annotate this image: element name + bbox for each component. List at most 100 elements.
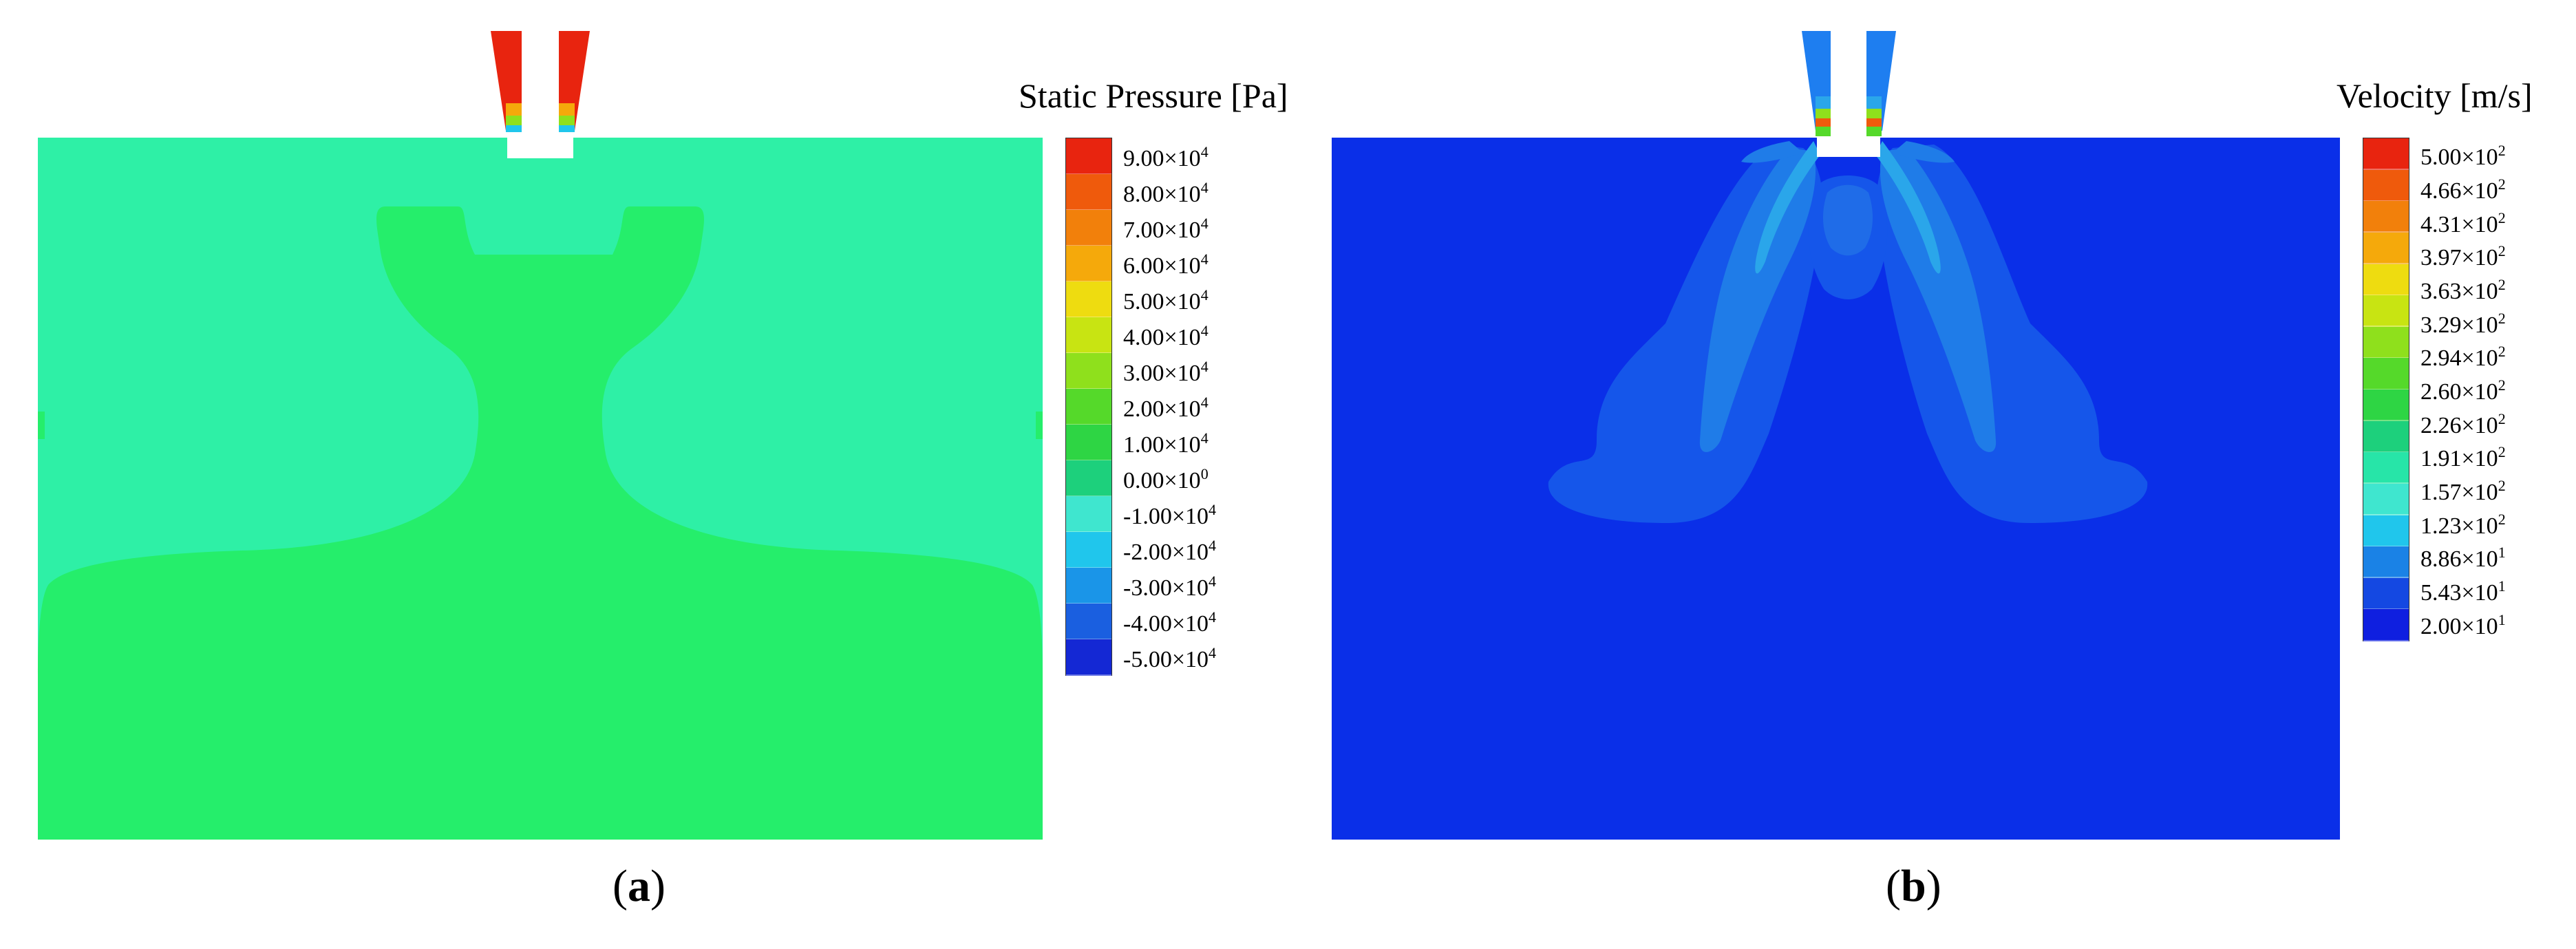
velocity-contour-plot: [1332, 31, 2340, 840]
legend-tick-label: 6.00×104: [1123, 252, 1209, 279]
colorbar-segment: [2363, 609, 2409, 641]
legend-tick-label: 0.00×100: [1123, 467, 1209, 493]
pressure-nozzle-left-grad3: [506, 125, 522, 132]
velocity-nozzle-right-grad1: [1866, 96, 1882, 109]
legend-tick-times: ×10: [1164, 432, 1201, 458]
legend-tick-label: 4.00×104: [1123, 323, 1209, 350]
legend-tick-times: ×10: [1171, 611, 1209, 637]
legend-tick-times: ×10: [2461, 279, 2498, 304]
legend-tick-label: 4.66×102: [2420, 177, 2506, 203]
velocity-nozzle-left-grad1: [1816, 96, 1831, 109]
legend-tick-times: ×10: [2461, 245, 2498, 271]
colorbar-segment: [1066, 353, 1111, 390]
colorbar-segment: [1066, 317, 1111, 354]
legend-tick-label: 1.00×104: [1123, 431, 1209, 458]
legend-tick-mantissa: 5.00: [1123, 289, 1164, 314]
legend-tick-exponent: 2: [2498, 242, 2506, 260]
legend-tick-times: ×10: [2461, 580, 2498, 606]
colorbar-segment: [2363, 295, 2409, 328]
panel-a-static-pressure: Static Pressure [Pa] 9.00×104 8.00×104 7.0…: [38, 31, 1288, 911]
legend-tick-label: 1.23×102: [2420, 511, 2506, 539]
velocity-colorbar: [2363, 138, 2409, 641]
legend-tick-label: 5.00×102: [2420, 143, 2506, 171]
caption-b-close: ): [1926, 861, 1941, 911]
legend-tick-label: 2.00×104: [1123, 395, 1209, 422]
legend-tick-exponent: 0: [1200, 465, 1209, 482]
legend-tick-mantissa: 4.31: [2420, 211, 2462, 237]
legend-tick-times: ×10: [1164, 468, 1201, 493]
pressure-nozzle-right-grad1: [559, 103, 575, 116]
velocity-jet-inner-left: [1755, 141, 1820, 274]
legend-tick-times: ×10: [2461, 345, 2498, 372]
legend-tick-mantissa: 0.00: [1123, 468, 1164, 493]
velocity-nozzle-right-grad3: [1866, 118, 1882, 127]
legend-tick-mantissa: 8.00: [1123, 182, 1164, 207]
colorbar-segment: [2363, 201, 2409, 233]
pressure-right-edge-mark: [1036, 412, 1043, 439]
pressure-nozzle-right-grad3: [559, 125, 575, 132]
colorbar-segment: [1066, 604, 1111, 640]
caption-a-open: (: [613, 861, 628, 911]
legend-tick-times: ×10: [1164, 396, 1201, 422]
legend-tick-mantissa: 7.00: [1123, 217, 1164, 243]
legend-tick-times: ×10: [1164, 182, 1201, 207]
legend-tick-label: 2.00×101: [2420, 612, 2506, 639]
legend-tick-times: ×10: [2461, 446, 2498, 472]
colorbar-segment: [1066, 568, 1111, 604]
colorbar-segment: [1066, 639, 1111, 676]
colorbar-segment: [2363, 390, 2409, 422]
legend-tick-mantissa: 1.23: [2420, 513, 2462, 539]
legend-tick-exponent: 4: [1209, 537, 1217, 554]
legend-tick-times: ×10: [1171, 647, 1209, 672]
legend-tick-exponent: 4: [1200, 286, 1209, 303]
velocity-nozzle-left-grad3: [1816, 118, 1831, 127]
colorbar-segment: [1066, 425, 1111, 461]
velocity-plume-mid-left: [1699, 148, 1816, 452]
colorbar-segment: [2363, 420, 2409, 453]
legend-tick-label: 3.00×104: [1123, 359, 1209, 386]
legend-tick-label: 5.43×101: [2420, 579, 2506, 606]
legend-tick-mantissa: 1.57: [2420, 480, 2462, 505]
colorbar-segment: [2363, 483, 2409, 515]
legend-tick-exponent: 4: [1200, 250, 1209, 268]
caption-b-letter: b: [1900, 861, 1926, 911]
colorbar-segment: [1066, 138, 1111, 175]
velocity-plume-outer: [1548, 145, 2148, 523]
pressure-nozzle-right-grad2: [559, 116, 575, 125]
legend-tick-exponent: 4: [1200, 394, 1209, 411]
legend-tick-exponent: 4: [1200, 429, 1209, 447]
velocity-nozzle-left-grad4: [1816, 127, 1831, 136]
legend-tick-times: ×10: [1164, 361, 1201, 386]
legend-tick-mantissa: 1.00: [1123, 432, 1164, 458]
velocity-plume-mid-right: [1880, 148, 1997, 452]
colorbar-segment: [2363, 577, 2409, 610]
legend-tick-times: ×10: [1164, 325, 1201, 350]
legend-tick-label: 4.31×102: [2420, 210, 2506, 237]
legend-tick-times: ×10: [2461, 211, 2498, 237]
legend-tick-mantissa: -4.00: [1123, 611, 1172, 637]
legend-tick-mantissa: 6.00: [1123, 253, 1164, 279]
legend-tick-exponent: 2: [2498, 276, 2506, 293]
legend-tick-mantissa: 5.00: [2420, 145, 2462, 171]
legend-tick-exponent: 2: [2498, 209, 2506, 226]
velocity-center-core: [1822, 184, 1873, 256]
pressure-left-edge-mark: [38, 412, 45, 439]
legend-tick-times: ×10: [2461, 145, 2498, 171]
legend-tick-label: 2.60×102: [2420, 378, 2506, 404]
legend-tick-label: 9.00×104: [1123, 145, 1209, 171]
legend-tick-exponent: 2: [2498, 443, 2506, 461]
legend-tick-times: ×10: [2461, 613, 2498, 639]
legend-tick-label: 8.00×104: [1123, 180, 1209, 207]
legend-tick-label: -3.00×104: [1123, 574, 1216, 600]
caption-a-letter: a: [627, 861, 650, 911]
colorbar-segment: [1066, 460, 1111, 497]
colorbar-segment: [2363, 452, 2409, 484]
colorbar-segment: [2363, 358, 2409, 390]
legend-tick-exponent: 1: [2498, 577, 2506, 595]
colorbar-segment: [1066, 210, 1111, 246]
legend-tick-exponent: 2: [2498, 343, 2506, 361]
pressure-legend-title: Static Pressure [Pa]: [1019, 76, 1288, 115]
legend-tick-label: 2.26×102: [2420, 411, 2506, 438]
pressure-nozzle-left-grad2: [506, 116, 522, 125]
pressure-orifice-base: [507, 138, 573, 158]
